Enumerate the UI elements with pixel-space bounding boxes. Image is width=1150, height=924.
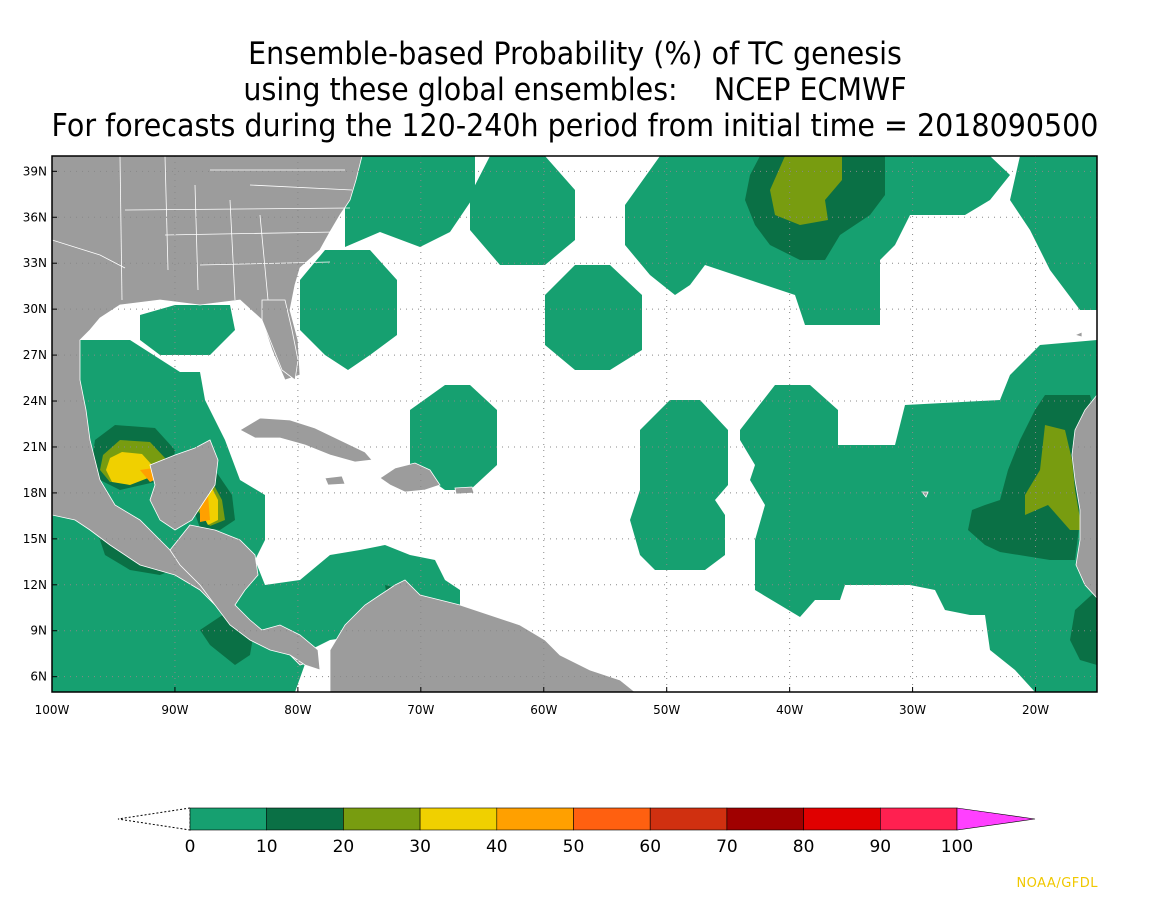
land-island bbox=[1073, 331, 1083, 338]
lon-tick-label: 20W bbox=[1022, 703, 1049, 717]
prob-region-0-10 bbox=[470, 156, 575, 265]
colorbar-segment bbox=[419, 807, 498, 831]
graticule bbox=[52, 156, 1097, 692]
colorbar-segment bbox=[266, 807, 344, 831]
lat-tick-label: 39N bbox=[23, 164, 47, 178]
land-hispaniola bbox=[379, 462, 441, 493]
prob-region-0-10 bbox=[300, 250, 397, 370]
colorbar-over-arrow bbox=[956, 807, 1036, 831]
prob-region-0-10 bbox=[545, 265, 642, 370]
prob-region-0-10 bbox=[345, 156, 475, 247]
prob-region-20-30 bbox=[770, 156, 842, 225]
land-south-america bbox=[329, 579, 636, 692]
colorbar-segment bbox=[496, 807, 574, 831]
lat-tick-label: 6N bbox=[30, 670, 47, 684]
colorbar-segment bbox=[573, 807, 651, 831]
lat-tick-label: 36N bbox=[23, 210, 47, 224]
longitude-axis: 100W 90W 80W 70W 60W 50W 40W 30W 20W bbox=[35, 687, 1049, 717]
colorbar-segment bbox=[189, 807, 267, 831]
lon-tick-label: 100W bbox=[35, 703, 70, 717]
lon-tick-label: 60W bbox=[530, 703, 557, 717]
colorbar-label: 100 bbox=[941, 837, 973, 857]
colorbar-label: 30 bbox=[409, 837, 431, 857]
land bbox=[52, 156, 1097, 692]
colorbar-label: 20 bbox=[333, 837, 355, 857]
lat-tick-label: 18N bbox=[23, 486, 47, 500]
colorbar-label: 90 bbox=[869, 837, 891, 857]
lon-tick-label: 40W bbox=[776, 703, 803, 717]
political-borders bbox=[52, 156, 353, 301]
land-yucatan bbox=[149, 439, 219, 531]
lon-tick-label: 90W bbox=[161, 703, 188, 717]
colorbar-segment bbox=[343, 807, 421, 831]
prob-region-20-30 bbox=[1025, 425, 1082, 530]
colorbar-label: 70 bbox=[716, 837, 738, 857]
lat-tick-label: 33N bbox=[23, 256, 47, 270]
colorbar-segment bbox=[649, 807, 728, 831]
colorbar-legend: 0 10 20 30 40 50 60 70 80 90 100 bbox=[117, 807, 1036, 857]
land-cuba bbox=[239, 417, 373, 463]
colorbar-segment bbox=[726, 807, 804, 831]
title-line-3: For forecasts during the 120-240h period… bbox=[51, 108, 1099, 144]
credit-label: NOAA/GFDL bbox=[1016, 876, 1098, 891]
lat-tick-label: 30N bbox=[23, 302, 47, 316]
colorbar-under-arrow bbox=[117, 807, 191, 831]
prob-region-10-20 bbox=[1070, 590, 1097, 665]
lat-tick-label: 27N bbox=[23, 348, 47, 362]
lon-tick-label: 80W bbox=[284, 703, 311, 717]
land-central-america bbox=[169, 524, 321, 671]
map-area bbox=[52, 156, 1097, 692]
lat-tick-label: 9N bbox=[30, 624, 47, 638]
land-island bbox=[921, 491, 929, 498]
lat-tick-label: 24N bbox=[23, 394, 47, 408]
colorbar-label: 80 bbox=[793, 837, 815, 857]
prob-region-30-40 bbox=[106, 452, 152, 485]
map-frame bbox=[51, 155, 1098, 693]
lat-tick-label: 21N bbox=[23, 440, 47, 454]
prob-region-0-10 bbox=[140, 305, 235, 355]
colorbar-label: 0 bbox=[185, 837, 196, 857]
colorbar-label: 40 bbox=[486, 837, 508, 857]
title-line-2: using these global ensembles: NCEP ECMWF bbox=[243, 72, 907, 108]
prob-region-0-10 bbox=[410, 385, 497, 490]
land-jamaica bbox=[324, 475, 346, 486]
lon-tick-label: 70W bbox=[407, 703, 434, 717]
lon-tick-label: 30W bbox=[899, 703, 926, 717]
colorbar-label: 60 bbox=[639, 837, 661, 857]
land-florida bbox=[261, 299, 299, 381]
latitude-axis: 39N 36N 33N 30N 27N 24N 21N 18N 15N 12N 9N 6N bbox=[23, 164, 57, 684]
prob-region-0-10 bbox=[1010, 156, 1097, 310]
prob-region-0-10 bbox=[630, 400, 728, 570]
title-line-1: Ensemble-based Probability (%) of TC gen… bbox=[248, 36, 902, 72]
lat-tick-label: 15N bbox=[23, 532, 47, 546]
land-west-africa bbox=[1071, 394, 1097, 599]
lat-tick-label: 12N bbox=[23, 578, 47, 592]
lon-tick-label: 50W bbox=[653, 703, 680, 717]
probability-contours bbox=[52, 156, 1097, 692]
land-puerto-rico bbox=[454, 486, 475, 495]
colorbar-segment bbox=[803, 807, 881, 831]
colorbar-segment bbox=[879, 807, 958, 831]
colorbar-label: 10 bbox=[256, 837, 278, 857]
colorbar-label: 50 bbox=[563, 837, 585, 857]
prob-region-0-10 bbox=[740, 340, 1097, 692]
